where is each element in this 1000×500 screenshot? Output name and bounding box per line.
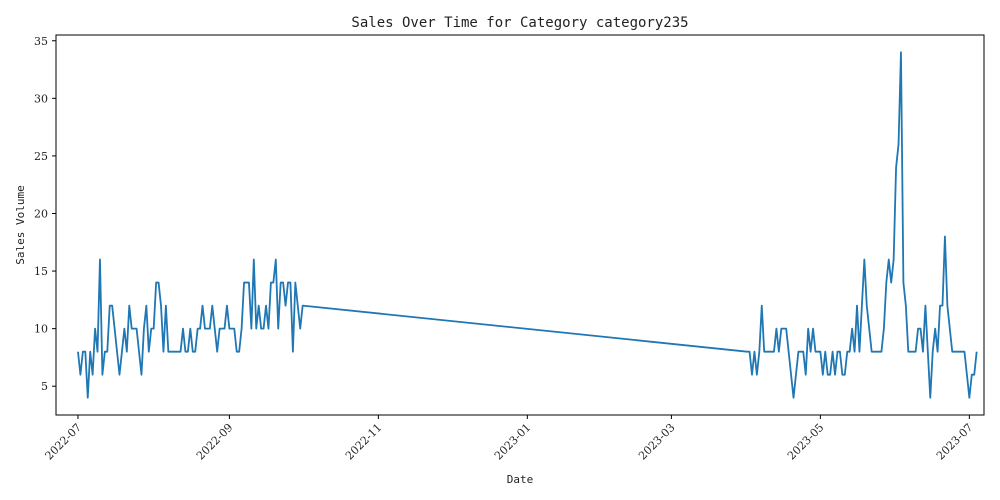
- series-line-sales: [77, 51, 978, 399]
- y-tick-label: 20: [34, 207, 48, 220]
- chart-title: Sales Over Time for Category category235: [351, 15, 688, 31]
- x-axis-ticks: 2022-07 2022-09 2022-11 2023-01 2023-03 2023-…: [43, 415, 976, 463]
- y-tick-label: 25: [34, 150, 48, 163]
- x-tick-label: 2023-01: [492, 421, 534, 463]
- x-tick-label: 2022-11: [343, 421, 385, 463]
- y-tick-label: 5: [41, 380, 48, 393]
- y-tick-label: 15: [34, 265, 48, 278]
- y-tick-label: 30: [34, 92, 48, 105]
- x-tick-label: 2023-07: [934, 421, 976, 463]
- x-tick-label: 2023-05: [785, 421, 827, 463]
- y-tick-label: 10: [34, 323, 48, 336]
- y-axis-ticks: 5 10 15 20 25 30 35: [34, 35, 56, 393]
- x-tick-label: 2022-07: [43, 421, 85, 463]
- x-tick-label: 2023-03: [636, 421, 678, 463]
- plot-frame: [55, 34, 985, 416]
- x-tick-label: 2022-09: [194, 421, 236, 463]
- y-tick-label: 35: [34, 35, 48, 48]
- x-axis-label: Date: [507, 473, 534, 486]
- y-axis-label: Sales Volume: [14, 185, 27, 264]
